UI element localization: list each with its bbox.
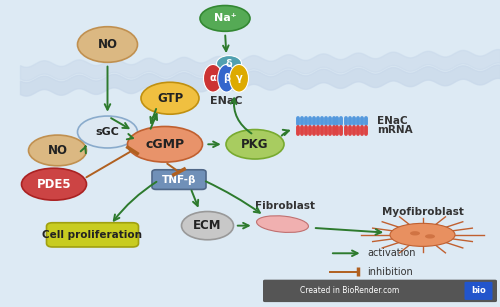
Ellipse shape [78,116,138,148]
Ellipse shape [200,6,250,31]
Text: Myofibroblast: Myofibroblast [382,207,464,217]
Ellipse shape [78,27,138,62]
Ellipse shape [182,212,234,240]
FancyBboxPatch shape [152,170,206,189]
Ellipse shape [128,126,202,162]
Ellipse shape [226,130,284,159]
Text: PDE5: PDE5 [36,178,72,191]
Text: Na⁺: Na⁺ [214,14,236,23]
Text: Cell proliferation: Cell proliferation [42,230,142,240]
FancyBboxPatch shape [263,280,497,302]
Text: Created in BioRender.com: Created in BioRender.com [300,286,400,295]
Ellipse shape [230,64,248,92]
Text: cGMP: cGMP [146,138,184,151]
Ellipse shape [256,216,308,232]
Ellipse shape [216,56,242,72]
Ellipse shape [141,82,199,114]
Text: NO: NO [48,144,68,157]
Text: mRNA: mRNA [377,126,412,135]
Text: ECM: ECM [193,219,222,232]
Text: γ: γ [236,73,242,83]
Text: bio: bio [471,286,486,295]
Text: Fibroblast: Fibroblast [255,201,315,211]
Text: α: α [210,73,216,83]
Ellipse shape [28,135,86,166]
Text: NO: NO [98,38,117,51]
Text: δ: δ [226,59,232,68]
Ellipse shape [425,234,435,239]
Text: TNF-β: TNF-β [162,175,196,185]
Text: β: β [223,73,230,83]
FancyBboxPatch shape [46,223,138,247]
FancyBboxPatch shape [464,282,492,300]
Text: PKG: PKG [241,138,269,151]
Text: activation: activation [368,248,416,258]
Text: ENaC: ENaC [377,116,408,126]
Ellipse shape [390,223,455,246]
Text: inhibition: inhibition [368,267,413,277]
Ellipse shape [410,231,420,235]
Ellipse shape [204,64,223,92]
Ellipse shape [22,168,86,200]
Ellipse shape [218,64,236,92]
Text: sGC: sGC [96,127,120,137]
Text: GTP: GTP [157,92,183,105]
Text: ENaC: ENaC [210,96,242,106]
